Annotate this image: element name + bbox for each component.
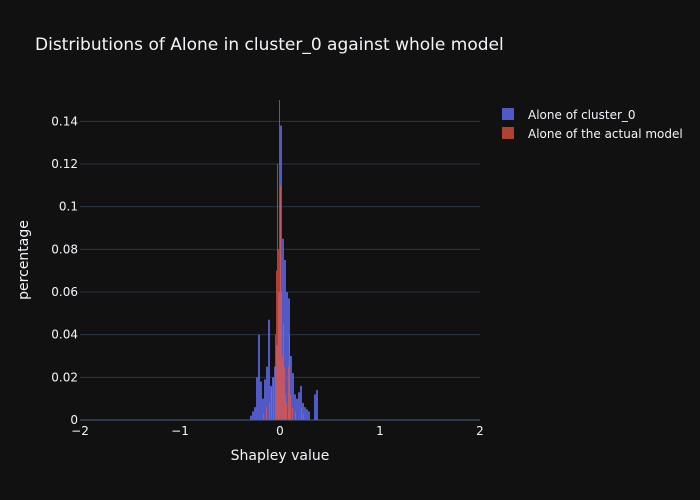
y-tick-label: 0.14 bbox=[51, 114, 78, 128]
histogram-bar[interactable] bbox=[264, 379, 266, 420]
histogram-bar[interactable] bbox=[256, 377, 258, 420]
x-tick-label: −1 bbox=[171, 424, 189, 438]
histogram-bar[interactable] bbox=[271, 388, 272, 420]
histogram-bar[interactable] bbox=[295, 411, 296, 420]
histogram-bar[interactable] bbox=[316, 390, 318, 420]
x-tick-label: −2 bbox=[71, 424, 89, 438]
y-tick-label: 0.12 bbox=[51, 157, 78, 171]
histogram-bar[interactable] bbox=[298, 392, 300, 420]
histogram-bar[interactable] bbox=[292, 373, 294, 420]
x-tick-labels: −2 −1 0 1 2 bbox=[71, 424, 484, 438]
histogram-bar[interactable] bbox=[288, 366, 289, 420]
histogram-bar[interactable] bbox=[260, 381, 262, 420]
x-tick-label: 2 bbox=[476, 424, 484, 438]
histogram-bar[interactable] bbox=[303, 413, 304, 420]
histogram-bar[interactable] bbox=[302, 402, 304, 420]
histogram-bar[interactable] bbox=[306, 409, 308, 420]
histogram-bars bbox=[250, 100, 318, 420]
histogram-bar[interactable] bbox=[289, 334, 290, 420]
x-tick-label: 1 bbox=[376, 424, 384, 438]
histogram-bar[interactable] bbox=[314, 394, 316, 420]
x-tick-label: 0 bbox=[276, 424, 284, 438]
legend-item-cluster[interactable]: Alone of cluster_0 bbox=[502, 108, 636, 122]
histogram-bar[interactable] bbox=[266, 407, 267, 420]
histogram-bar[interactable] bbox=[268, 319, 270, 420]
histogram-bar[interactable] bbox=[286, 292, 288, 420]
y-tick-label: 0.1 bbox=[59, 200, 78, 214]
histogram-bar[interactable] bbox=[273, 377, 274, 420]
histogram-bar[interactable] bbox=[294, 394, 296, 420]
histogram-bar[interactable] bbox=[262, 398, 264, 420]
histogram-bar[interactable] bbox=[284, 260, 286, 420]
histogram-bar[interactable] bbox=[292, 407, 293, 420]
y-tick-label: 0 bbox=[70, 413, 78, 427]
legend-label-cluster: Alone of cluster_0 bbox=[528, 108, 636, 122]
histogram-bar[interactable] bbox=[278, 249, 279, 420]
histogram-bar[interactable] bbox=[285, 394, 286, 420]
histogram-bar[interactable] bbox=[301, 407, 302, 420]
y-tick-label: 0.08 bbox=[51, 242, 78, 256]
series-actual-model-bars bbox=[263, 100, 304, 420]
histogram-bar[interactable] bbox=[290, 394, 291, 420]
histogram-bar[interactable] bbox=[308, 411, 310, 420]
legend-swatch-actual-model bbox=[502, 127, 514, 139]
histogram-bar[interactable] bbox=[275, 334, 276, 420]
histogram-bar[interactable] bbox=[277, 164, 278, 420]
y-axis-title: percentage bbox=[16, 220, 32, 300]
histogram-bar[interactable] bbox=[300, 385, 302, 420]
histogram-bar[interactable] bbox=[276, 270, 277, 420]
y-tick-labels: 0 0.02 0.04 0.06 0.08 0.1 0.12 0.14 bbox=[51, 114, 78, 427]
histogram-bar[interactable] bbox=[282, 356, 283, 420]
histogram-bar[interactable] bbox=[296, 398, 298, 420]
chart-title: Distributions of Alone in cluster_0 agai… bbox=[35, 35, 504, 55]
histogram-bar[interactable] bbox=[281, 292, 282, 420]
histogram-bar[interactable] bbox=[266, 366, 268, 420]
legend[interactable]: Alone of cluster_0 Alone of the actual m… bbox=[502, 108, 683, 141]
histogram-bar[interactable] bbox=[258, 334, 260, 420]
histogram-bar[interactable] bbox=[286, 402, 287, 420]
histogram-bar[interactable] bbox=[269, 402, 270, 420]
histogram-bar[interactable] bbox=[280, 185, 281, 420]
x-axis-title: Shapley value bbox=[231, 448, 330, 464]
histogram-bar[interactable] bbox=[279, 100, 280, 420]
legend-label-actual-model: Alone of the actual model bbox=[528, 127, 683, 141]
histogram-bar[interactable] bbox=[284, 366, 285, 420]
histogram-bar[interactable] bbox=[252, 411, 254, 420]
y-tick-label: 0.04 bbox=[51, 328, 78, 342]
y-tick-label: 0.02 bbox=[51, 370, 78, 384]
histogram-bar[interactable] bbox=[290, 356, 292, 420]
y-tick-label: 0.06 bbox=[51, 285, 78, 299]
legend-swatch-cluster bbox=[502, 108, 514, 120]
histogram-bar[interactable] bbox=[254, 407, 256, 420]
histogram-bar[interactable] bbox=[263, 413, 264, 420]
histogram-bar[interactable] bbox=[304, 407, 306, 420]
histogram-bar[interactable] bbox=[283, 324, 284, 420]
histogram-bar[interactable] bbox=[250, 415, 252, 420]
legend-item-actual-model[interactable]: Alone of the actual model bbox=[502, 127, 683, 141]
